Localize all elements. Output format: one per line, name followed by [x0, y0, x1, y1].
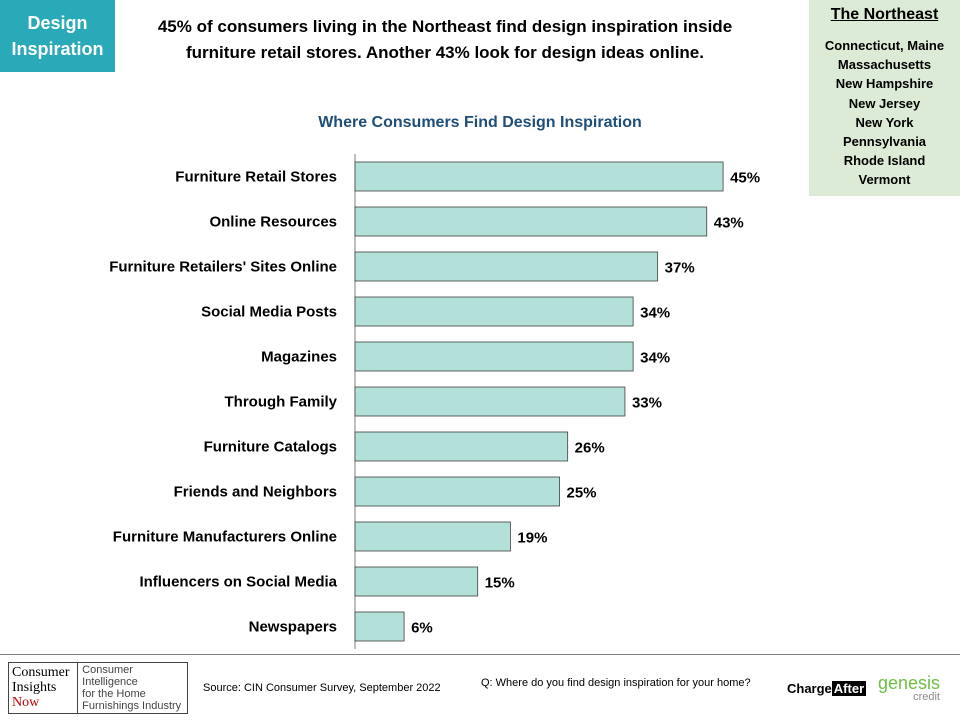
data-label: 25%: [567, 485, 597, 502]
data-label: 6%: [411, 620, 433, 637]
data-label: 34%: [640, 305, 670, 322]
bar-chart: Furniture Retail Stores 45% Online Resourc…: [109, 154, 760, 649]
cin-logo: Consumer Insights Now Consumer Intellige…: [8, 662, 188, 714]
data-label: 15%: [485, 575, 515, 592]
bar: [354, 566, 479, 597]
bar: [354, 386, 626, 417]
region-states-list: Connecticut, Maine Massachusetts New Ham…: [809, 36, 960, 190]
region-panel: The Northeast Connecticut, Maine Massach…: [809, 0, 960, 196]
region-state: Pennsylvania: [842, 134, 927, 150]
bar: [354, 161, 724, 192]
category-label: Furniture Catalogs: [204, 439, 337, 456]
cin-logo-word: Insights: [12, 680, 57, 695]
cin-logo-wordmark: Consumer Insights Now: [9, 663, 79, 713]
chart-title: Where Consumers Find Design Inspiration: [318, 114, 642, 131]
bar: [354, 206, 708, 237]
category-label: Through Family: [225, 394, 338, 411]
bar: [354, 521, 511, 552]
tag-line-1: Design: [27, 13, 88, 33]
category-label: Influencers on Social Media: [139, 574, 337, 591]
category-label: Furniture Manufacturers Online: [113, 529, 337, 546]
region-title: The Northeast: [830, 6, 939, 23]
category-label: Newspapers: [249, 619, 337, 636]
genesis-credit-logo: genesis credit: [876, 674, 940, 703]
headline-line-1: 45% of consumers living in the Northeast…: [157, 17, 733, 36]
region-state: Rhode Island: [843, 153, 926, 169]
tag-line-2: Inspiration: [11, 39, 104, 59]
data-label: 33%: [632, 395, 662, 412]
cin-tagline-line: Furnishings Industry: [82, 700, 182, 712]
region-state: New Jersey: [848, 95, 921, 111]
cin-logo-tagline: Consumer Intelligence for the Home Furni…: [78, 664, 187, 712]
genesis-logo-sub: credit: [913, 691, 940, 703]
cin-logo-word: Consumer: [12, 665, 70, 680]
data-label: 45%: [730, 170, 760, 187]
category-label: Magazines: [261, 349, 337, 366]
headline: 45% of consumers living in the Northeast…: [140, 14, 750, 66]
chargeafter-logo: Charge After: [787, 681, 867, 696]
region-state: Massachusetts: [837, 57, 932, 73]
genesis-logo-name: genesis: [877, 673, 940, 693]
category-label: Online Resources: [209, 214, 337, 231]
region-state: Vermont: [858, 172, 911, 188]
bar: [354, 341, 634, 372]
data-label: 37%: [665, 260, 695, 277]
survey-question: Q: Where do you find design inspiration …: [481, 677, 751, 689]
chargeafter-logo-part: After: [831, 681, 867, 696]
cin-tagline-line: for the Home: [82, 688, 146, 700]
chargeafter-logo-part: Charge: [787, 681, 832, 696]
headline-line-2: furniture retail stores. Another 43% loo…: [186, 43, 704, 62]
data-label: 34%: [640, 350, 670, 367]
data-label: 19%: [517, 530, 547, 547]
category-label: Furniture Retail Stores: [175, 169, 337, 186]
bar: [354, 476, 560, 507]
cin-logo-word: Now: [12, 695, 40, 710]
design-inspiration-tag: Design Inspiration: [0, 0, 115, 72]
bar: [354, 296, 634, 327]
data-label: 43%: [714, 215, 744, 232]
category-label: Friends and Neighbors: [174, 484, 337, 501]
bar: [354, 251, 659, 282]
source-note: Source: CIN Consumer Survey, September 2…: [203, 682, 441, 694]
cin-tagline-line: Consumer Intelligence: [82, 664, 138, 688]
footer-divider: [0, 654, 960, 655]
category-label: Social Media Posts: [201, 304, 337, 321]
region-state: New York: [855, 114, 914, 130]
region-state: Connecticut, Maine: [824, 38, 945, 53]
region-state: New Hampshire: [835, 76, 934, 92]
data-label: 26%: [575, 440, 605, 457]
category-label: Furniture Retailers' Sites Online: [109, 259, 337, 276]
bar: [354, 431, 569, 462]
bar: [354, 611, 405, 642]
